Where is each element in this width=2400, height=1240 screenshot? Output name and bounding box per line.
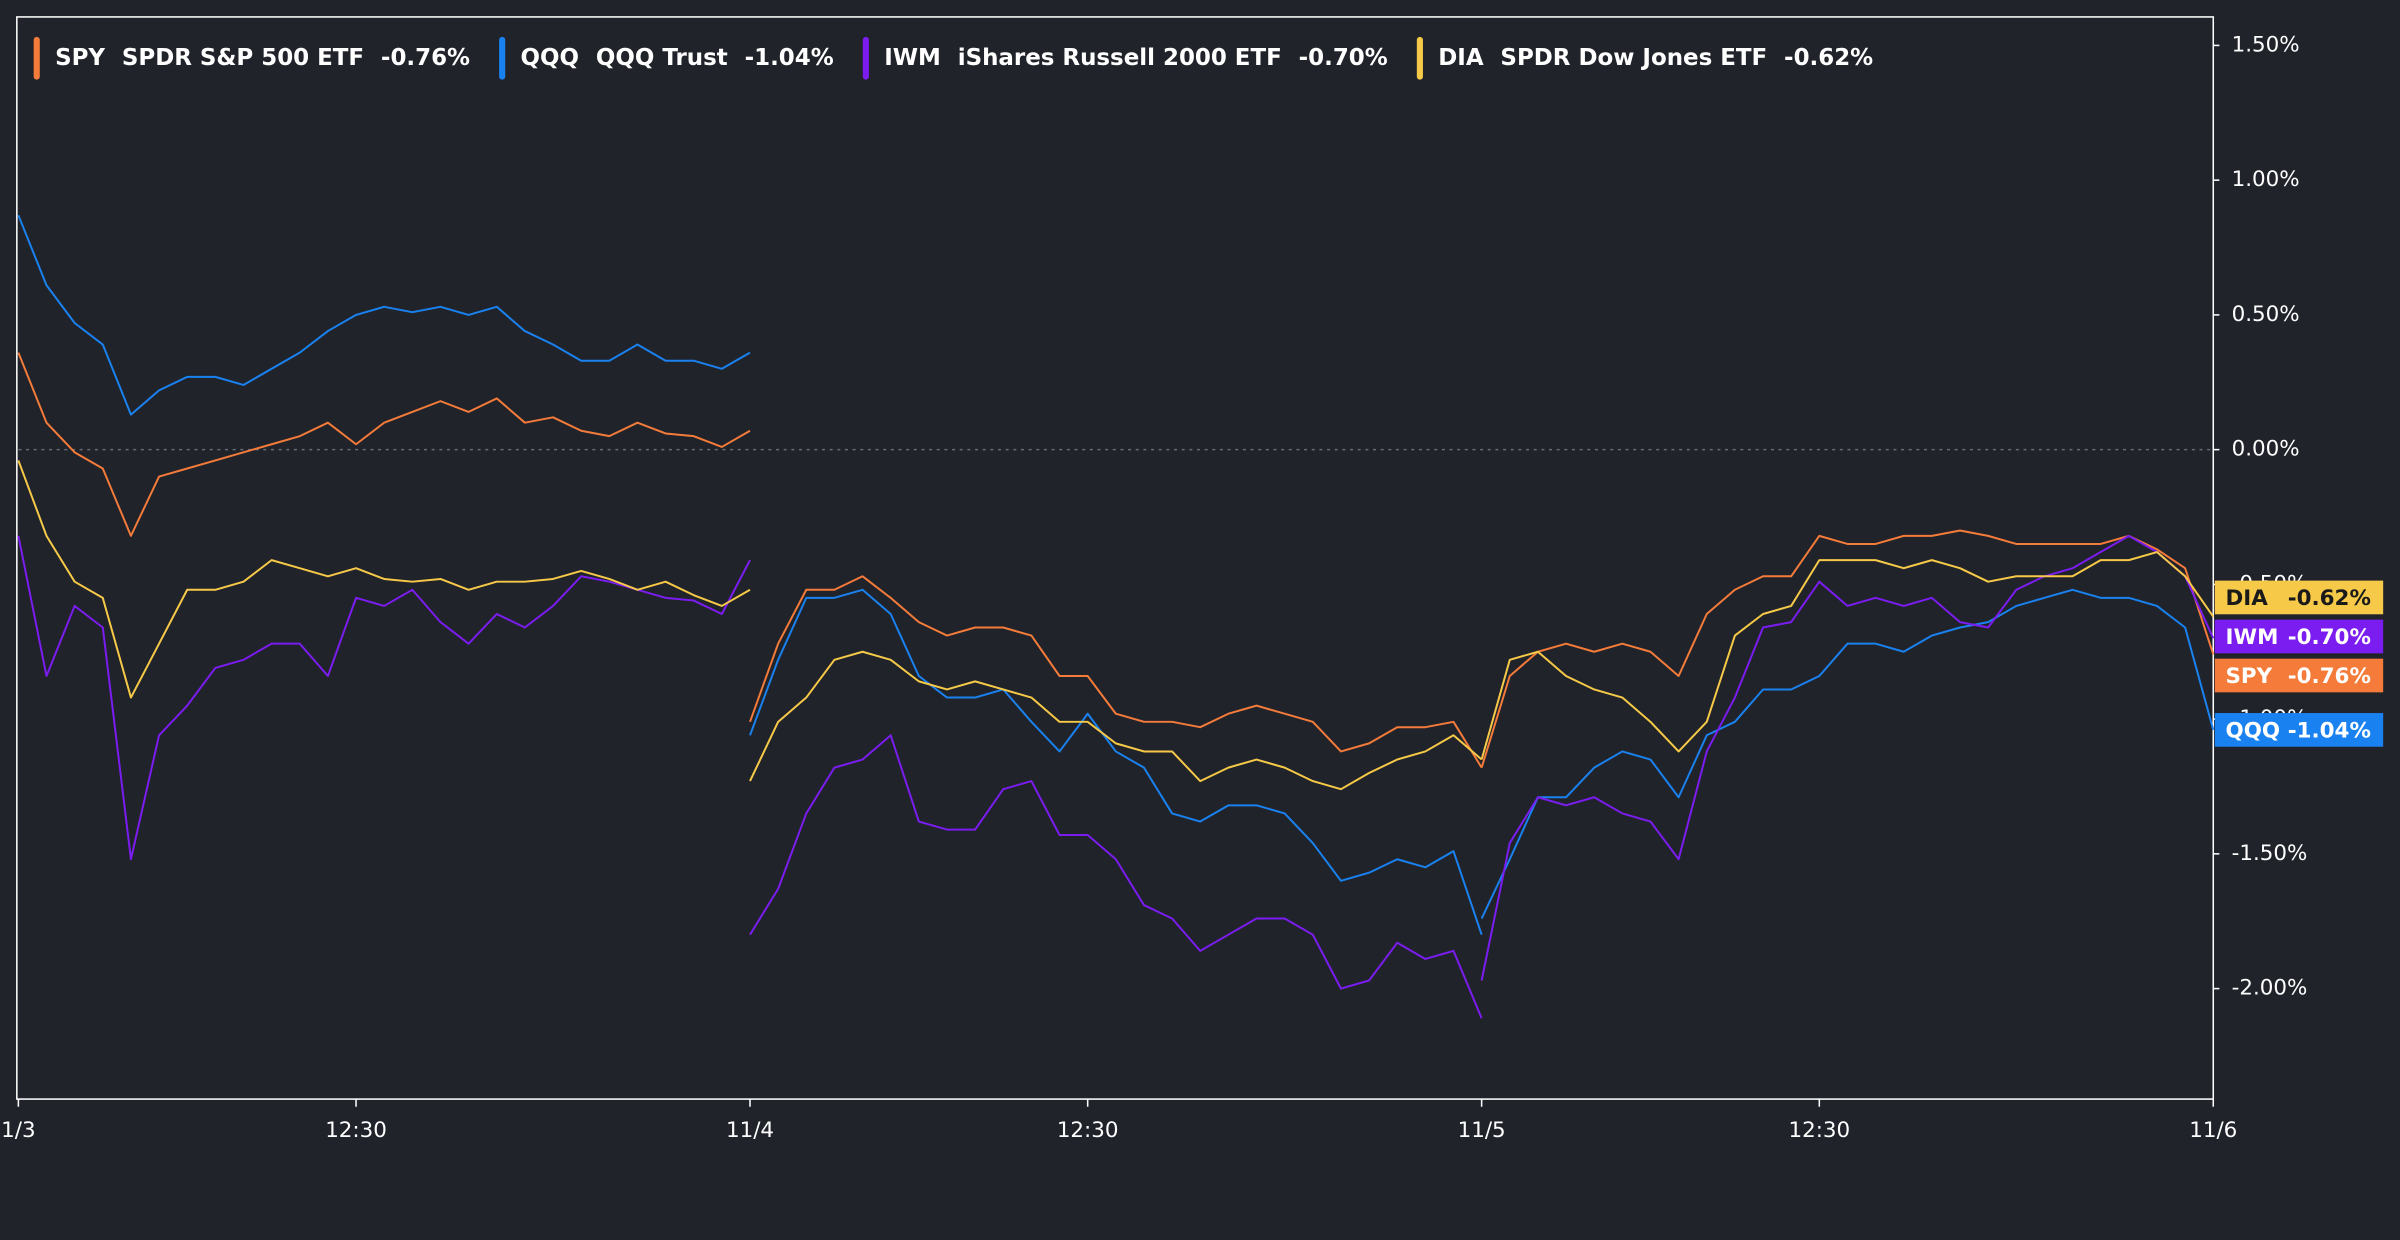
x-tick-label: 11/5 (1458, 1118, 1506, 1143)
y-tick-label: -2.00% (2232, 976, 2308, 1001)
x-tick-label: 12:30 (325, 1118, 387, 1143)
end-tag-change: -0.62% (2288, 586, 2371, 611)
legend-ticker: QQQ (521, 45, 580, 71)
y-tick-label: 1.00% (2232, 167, 2300, 192)
y-tick-label: 0.00% (2232, 437, 2300, 462)
y-tick-label: 1.50% (2232, 32, 2300, 57)
end-tag-box (2214, 658, 2384, 693)
legend-item: QQQ QQQ Trust -1.04% (499, 36, 834, 80)
legend-name: SPDR Dow Jones ETF (1500, 45, 1767, 71)
x-tick-label: 11/6 (2189, 1118, 2237, 1143)
y-tick-label: 0.50% (2232, 302, 2300, 327)
legend-ticker: SPY (55, 45, 105, 71)
legend-item: IWM iShares Russell 2000 ETF -0.70% (862, 36, 1388, 80)
x-tick-label: 11/4 (726, 1118, 774, 1143)
end-tag-ticker: IWM (2226, 625, 2279, 650)
plot-frame (16, 16, 2215, 1100)
series-line (17, 352, 2215, 769)
legend-name: SPDR S&P 500 ETF (122, 45, 364, 71)
end-tag-box (2214, 580, 2384, 615)
legend-name: QQQ Trust (596, 45, 728, 71)
end-tag-ticker: QQQ (2226, 718, 2281, 743)
end-tag-change: -0.76% (2288, 664, 2371, 689)
x-tick-label: 1/3 (1, 1118, 35, 1143)
legend-item: SPY SPDR S&P 500 ETF -0.76% (33, 36, 470, 80)
end-tag: SPY -0.76% (2214, 658, 2384, 693)
legend-name: iShares Russell 2000 ETF (958, 45, 1282, 71)
legend-ticker: DIA (1438, 45, 1484, 71)
legend-change: -0.76% (381, 45, 470, 71)
end-tag-change: -0.70% (2288, 625, 2371, 650)
end-tag-box (2214, 713, 2384, 747)
end-tag-change: -1.04% (2288, 718, 2371, 743)
end-tag: IWM -0.70% (2214, 619, 2384, 654)
end-tag-ticker: SPY (2226, 664, 2273, 689)
end-tag-box (2214, 619, 2384, 654)
legend-ticker: IWM (884, 45, 941, 71)
legend-swatch (33, 36, 40, 80)
legend-item: DIA SPDR Dow Jones ETF -0.62% (1416, 36, 1873, 80)
legend-change: -0.70% (1299, 45, 1388, 71)
end-tag-ticker: DIA (2226, 586, 2269, 611)
legend-change: -0.62% (1784, 45, 1873, 71)
end-tag: QQQ -1.04% (2214, 713, 2384, 747)
x-tick-label: 12:30 (1788, 1118, 1850, 1143)
series-line (17, 460, 2215, 791)
legend-swatch (499, 36, 506, 80)
end-tag: DIA -0.62% (2214, 580, 2384, 615)
legend-swatch (1416, 36, 1423, 80)
x-tick-label: 12:30 (1057, 1118, 1119, 1143)
legend-swatch (862, 36, 869, 80)
series-line (17, 534, 2215, 1019)
series-line (17, 214, 2215, 936)
y-tick-label: -1.50% (2232, 841, 2308, 866)
legend-change: -1.04% (745, 45, 834, 71)
